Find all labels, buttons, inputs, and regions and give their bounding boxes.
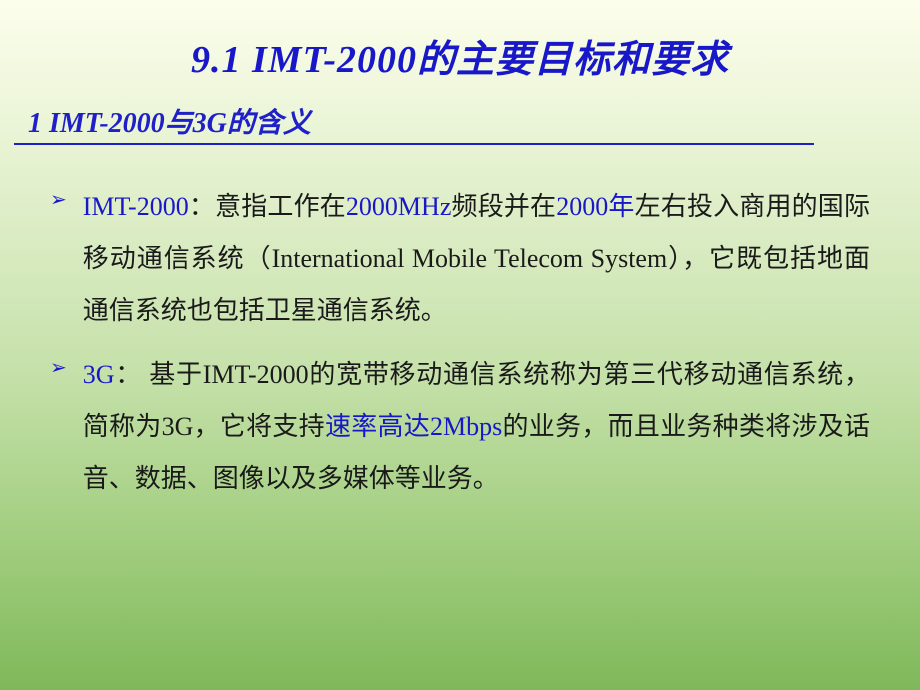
highlighted-text: 速率高达2Mbps (325, 412, 502, 441)
body-text: 频段并在 (451, 192, 556, 221)
bullet-item: ➢ IMT-2000：意指工作在2000MHz频段并在2000年左右投入商用的国… (50, 181, 870, 337)
bullet-marker-icon: ➢ (50, 355, 67, 505)
body-text: ：意指工作在 (189, 192, 346, 221)
bullet-text: 3G： 基于IMT-2000的宽带移动通信系统称为第三代移动通信系统，简称为3G… (83, 349, 870, 505)
highlighted-text: IMT-2000 (83, 192, 189, 221)
highlighted-text: 3G (83, 360, 115, 389)
bullet-list: ➢ IMT-2000：意指工作在2000MHz频段并在2000年左右投入商用的国… (0, 181, 920, 505)
bullet-marker-icon: ➢ (50, 187, 67, 337)
slide-title: 9.1 IMT-2000的主要目标和要求 (0, 0, 920, 101)
highlighted-text: 2000MHz (346, 192, 451, 221)
highlighted-text: 2000年 (556, 192, 634, 221)
slide-subtitle: 1 IMT-2000与3G的含义 (14, 101, 814, 145)
bullet-item: ➢ 3G： 基于IMT-2000的宽带移动通信系统称为第三代移动通信系统，简称为… (50, 349, 870, 505)
bullet-text: IMT-2000：意指工作在2000MHz频段并在2000年左右投入商用的国际移… (83, 181, 870, 337)
